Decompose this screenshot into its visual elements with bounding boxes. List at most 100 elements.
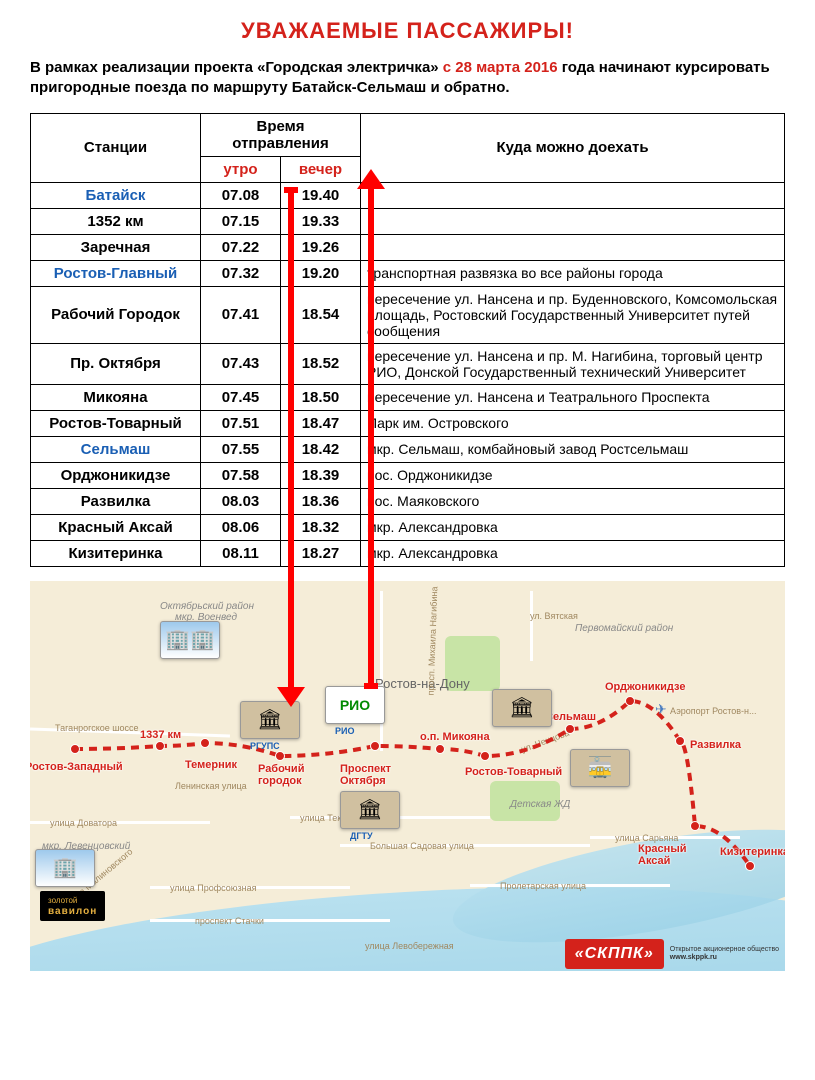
evening-time-cell: 18.42 [281, 436, 361, 462]
destination-cell: транспортная развязка во все районы горо… [361, 260, 785, 286]
station-cell: Пр. Октября [31, 343, 201, 384]
evening-time-cell: 18.50 [281, 384, 361, 410]
airport-icon: ✈ [655, 701, 667, 718]
map-station-dot [275, 751, 285, 761]
map-poi: 🏛 [240, 701, 300, 739]
map-station-label: Рабочийгородок [258, 763, 304, 787]
morning-time-cell: 07.45 [201, 384, 281, 410]
table-row: Красный Аксай08.0618.32мкр. Александровк… [31, 514, 785, 540]
table-row: Сельмаш07.5518.42мкр. Сельмаш, комбайнов… [31, 436, 785, 462]
morning-time-cell: 07.15 [201, 208, 281, 234]
station-cell: Ростов-Главный [31, 260, 201, 286]
map-station-dot [675, 736, 685, 746]
evening-time-cell: 18.47 [281, 410, 361, 436]
evening-time-cell: 18.52 [281, 343, 361, 384]
map-station-dot [480, 751, 490, 761]
table-row: Развилка08.0318.36пос. Маяковского [31, 488, 785, 514]
evening-time-cell: 19.20 [281, 260, 361, 286]
destination-cell: пересечение ул. Нансена и Театрального П… [361, 384, 785, 410]
station-cell: Кизитеринка [31, 540, 201, 566]
map-poi: 🏛 [492, 689, 552, 727]
station-cell: Развилка [31, 488, 201, 514]
intro-text: В рамках реализации проекта «Городская э… [30, 58, 785, 99]
map-station-label: Темерник [185, 759, 237, 771]
vavilon-text: вавилон [48, 906, 97, 917]
table-row: Ростов-Товарный07.5118.47Парк им. Остров… [31, 410, 785, 436]
skppk-sub1: Открытое акционерное общество [670, 946, 779, 954]
map-poi: 🚋 [570, 749, 630, 787]
header-departure: Время отправления [201, 113, 361, 156]
district-label: Первомайский район [575, 623, 673, 634]
station-cell: Батайск [31, 182, 201, 208]
road-label: Большая Садовая улица [370, 841, 474, 851]
evening-time-cell: 18.54 [281, 286, 361, 343]
map-road [380, 591, 383, 751]
map-station-label: Кизитеринка [720, 846, 785, 858]
destination-cell: мкр. Александровка [361, 540, 785, 566]
map-station-label: о.п. Микояна [420, 731, 490, 743]
city-center-label: Ростов-на-Дону [375, 676, 470, 691]
map-station-label: Сельмаш [545, 711, 596, 723]
station-cell: Рабочий Городок [31, 286, 201, 343]
table-row: Кизитеринка08.1118.27мкр. Александровка [31, 540, 785, 566]
station-cell: Ростов-Товарный [31, 410, 201, 436]
table-row: 1352 км07.1519.33 [31, 208, 785, 234]
map-poi: РИО [325, 686, 385, 724]
road-label: Ленинская улица [175, 781, 247, 791]
map-station-label: 1337 км [140, 729, 181, 741]
map-station-label: Ростов-Товарный [465, 766, 562, 778]
table-row: Ростов-Главный07.3219.20транспортная раз… [31, 260, 785, 286]
map-station-label: КрасныйАксай [638, 843, 686, 867]
evening-time-cell: 18.36 [281, 488, 361, 514]
evening-time-cell: 18.27 [281, 540, 361, 566]
map-road [150, 919, 390, 922]
evening-time-cell: 19.40 [281, 182, 361, 208]
morning-time-cell: 07.58 [201, 462, 281, 488]
map-poi-label: ДГТУ [350, 831, 373, 841]
morning-time-cell: 07.08 [201, 182, 281, 208]
evening-time-cell: 18.32 [281, 514, 361, 540]
station-cell: Орджоникидзе [31, 462, 201, 488]
destination-cell: Парк им. Островского [361, 410, 785, 436]
destination-cell: пересечение ул. Нансена и пр. М. Нагибин… [361, 343, 785, 384]
header-station: Станции [31, 113, 201, 182]
map-station-dot [690, 821, 700, 831]
road-label: улица Левобережная [365, 941, 454, 951]
table-row: Заречная07.2219.26 [31, 234, 785, 260]
road-label: улица Сарьяна [615, 833, 678, 843]
destination-cell: мкр. Сельмаш, комбайновый завод Ростсель… [361, 436, 785, 462]
destination-cell: пос. Маяковского [361, 488, 785, 514]
morning-time-cell: 07.41 [201, 286, 281, 343]
vavilon-logo: золотой вавилон [40, 891, 105, 921]
morning-time-cell: 08.06 [201, 514, 281, 540]
map-road [530, 591, 533, 661]
road-label: улица Профсоюзная [170, 883, 256, 893]
map-poi: 🏢 [35, 849, 95, 887]
destination-cell [361, 234, 785, 260]
schedule-body: Батайск07.0819.401352 км07.1519.33Заречн… [31, 182, 785, 566]
destination-cell [361, 182, 785, 208]
page-title: УВАЖАЕМЫЕ ПАССАЖИРЫ! [30, 18, 785, 44]
evening-time-cell: 18.39 [281, 462, 361, 488]
route-map: Ростов-на-Дону Октябрьский районмкр. Вое… [30, 581, 785, 971]
road-label: Пролетарская улица [500, 881, 586, 891]
map-poi: 🏛 [340, 791, 400, 829]
intro-prefix: В рамках реализации проекта «Городская э… [30, 59, 443, 76]
district-label: Детская ЖД [510, 799, 570, 810]
map-station-label: Ростов-Западный [30, 761, 123, 773]
destination-cell: пересечение ул. Нансена и пр. Буденновск… [361, 286, 785, 343]
intro-highlight: с 28 марта 2016 [443, 59, 558, 76]
schedule-table: Станции Время отправления Куда можно дое… [30, 113, 785, 567]
road-label: проспект Стачки [195, 916, 264, 926]
map-station-dot [625, 696, 635, 706]
map-station-dot [370, 741, 380, 751]
table-row: Орджоникидзе07.5818.39пос. Орджоникидзе [31, 462, 785, 488]
header-destination: Куда можно доехать [361, 113, 785, 182]
road-label: Таганрогское шоссе [55, 723, 139, 733]
district-label: Октябрьский район [160, 601, 254, 612]
map-station-dot [745, 861, 755, 871]
header-evening: вечер [281, 156, 361, 182]
station-cell: Заречная [31, 234, 201, 260]
station-cell: Микояна [31, 384, 201, 410]
map-station-label: ПроспектОктября [340, 763, 391, 787]
